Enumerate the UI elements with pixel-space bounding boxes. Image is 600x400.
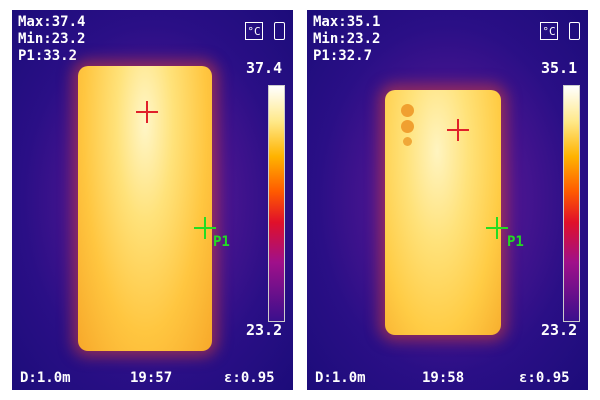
color-scale-bar	[563, 85, 580, 322]
min-temp: Min:23.2	[313, 31, 381, 47]
camera-lens	[401, 120, 414, 133]
celsius-icon: °C	[540, 22, 558, 40]
emissivity: ε:0.95	[519, 370, 570, 386]
p1-label: P1	[213, 234, 230, 250]
p1-label: P1	[507, 234, 524, 250]
camera-lens	[403, 137, 412, 146]
scale-min: 23.2	[541, 321, 578, 339]
hot-spot-marker	[136, 101, 158, 123]
thermal-image-left: Max:37.4 Min:23.2 P1:33.2 °C 37.4 23.2 P…	[12, 10, 293, 390]
max-temp: Max:35.1	[313, 14, 381, 30]
celsius-icon: °C	[245, 22, 263, 40]
thermal-image-right: Max:35.1 Min:23.2 P1:32.7 °C 35.1 23.2 P…	[307, 10, 588, 390]
scale-min: 23.2	[246, 321, 283, 339]
camera-lens	[401, 104, 414, 117]
time: 19:58	[422, 370, 465, 386]
emissivity: ε:0.95	[224, 370, 275, 386]
distance: D:1.0m	[315, 370, 366, 386]
p1-temp: P1:32.7	[313, 48, 373, 64]
p1-marker	[194, 217, 216, 239]
battery-icon	[569, 22, 580, 40]
hot-spot-marker	[447, 119, 469, 141]
time: 19:57	[130, 370, 173, 386]
battery-icon	[274, 22, 285, 40]
min-temp: Min:23.2	[18, 31, 86, 47]
phone-front-thermal	[78, 66, 212, 351]
phone-back-thermal	[385, 90, 501, 335]
p1-marker	[486, 217, 508, 239]
scale-max: 35.1	[541, 59, 578, 77]
scale-max: 37.4	[246, 59, 283, 77]
max-temp: Max:37.4	[18, 14, 86, 30]
distance: D:1.0m	[20, 370, 71, 386]
color-scale-bar	[268, 85, 285, 322]
p1-temp: P1:33.2	[18, 48, 78, 64]
